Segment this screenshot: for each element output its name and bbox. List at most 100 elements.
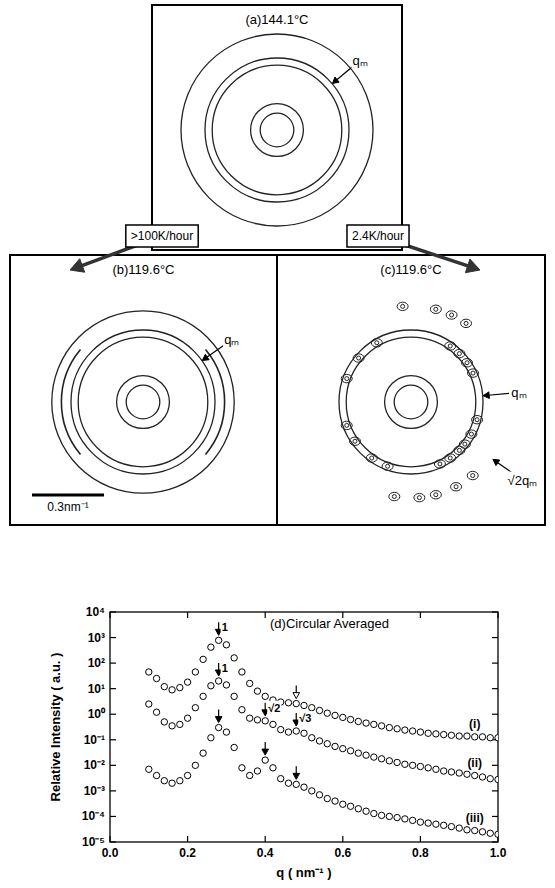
data-point xyxy=(371,810,377,816)
spot-core xyxy=(434,307,438,311)
annotation-arrow xyxy=(202,346,223,361)
spot-core xyxy=(417,496,421,500)
spot xyxy=(454,446,465,454)
spot-contour xyxy=(366,454,377,462)
data-point xyxy=(146,766,152,772)
x-tick xyxy=(342,836,343,842)
x-tick-label: 0.8 xyxy=(412,846,429,860)
peak-arrow xyxy=(293,686,300,699)
data-point xyxy=(386,758,392,764)
data-points xyxy=(146,637,498,837)
data-point xyxy=(355,718,361,724)
data-point xyxy=(208,683,214,689)
y-tick xyxy=(110,739,116,740)
y-tick xyxy=(492,765,498,766)
x-axis-title: q ( nm⁻¹ ) xyxy=(276,865,331,880)
data-point xyxy=(200,656,206,662)
spot xyxy=(461,319,472,327)
data-point xyxy=(479,774,485,780)
spot xyxy=(397,302,408,310)
x-tick xyxy=(187,836,188,842)
data-point xyxy=(448,769,454,775)
data-point xyxy=(378,723,384,729)
y-tick-label: 10¹ xyxy=(88,682,105,696)
ring xyxy=(339,330,483,474)
x-tick-label: 0.4 xyxy=(257,846,274,860)
spot-contour xyxy=(461,319,472,327)
data-point xyxy=(495,735,498,741)
data-point xyxy=(192,669,198,675)
y-tick xyxy=(110,611,116,612)
spot-contour xyxy=(459,440,470,448)
spot-core xyxy=(471,474,475,478)
data-point xyxy=(409,762,415,768)
data-point xyxy=(425,765,431,771)
data-point xyxy=(472,734,478,740)
x-tick-label: 1.0 xyxy=(490,846,507,860)
spot-contour xyxy=(430,491,441,499)
annotation-label: qₘ xyxy=(511,385,526,400)
peak-arrow-head xyxy=(262,749,269,755)
data-point xyxy=(355,750,361,756)
data-point xyxy=(363,720,369,726)
data-point xyxy=(402,816,408,822)
spot-contour xyxy=(467,471,478,479)
data-point xyxy=(402,761,408,767)
y-tick xyxy=(492,637,498,638)
spot-core xyxy=(401,304,405,308)
spot-core xyxy=(463,442,467,446)
data-point xyxy=(479,734,485,740)
label-patch xyxy=(507,472,539,489)
spot-contour xyxy=(349,437,360,445)
data-point xyxy=(278,775,284,781)
spot xyxy=(466,430,477,438)
data-point xyxy=(440,768,446,774)
spot-contour xyxy=(341,374,352,382)
data-point xyxy=(254,768,260,774)
label-patch xyxy=(468,716,481,732)
data-point xyxy=(231,693,237,699)
data-point xyxy=(340,801,346,807)
scale-bar-label: 0.3nm⁻¹ xyxy=(47,500,88,514)
x-tick xyxy=(265,612,266,618)
data-point xyxy=(223,682,229,688)
data-point xyxy=(332,712,338,718)
spot xyxy=(389,492,400,500)
data-point xyxy=(425,730,431,736)
label-patch xyxy=(221,620,229,634)
series-label: (iii) xyxy=(466,811,484,825)
y-tick-label: 10⁻¹ xyxy=(84,733,105,747)
spot-core xyxy=(345,423,349,427)
spot-contour xyxy=(466,430,477,438)
annotation-arrow-head xyxy=(483,392,489,399)
y-tick xyxy=(110,790,116,791)
x-tick xyxy=(497,612,498,618)
data-point xyxy=(394,759,400,765)
data-point xyxy=(153,709,159,715)
y-tick-label: 10⁻⁵ xyxy=(82,835,105,849)
data-point xyxy=(316,792,322,798)
spot-contour xyxy=(446,311,457,319)
label-patch xyxy=(221,661,229,675)
data-point xyxy=(215,678,221,684)
data-point xyxy=(363,752,369,758)
x-tick xyxy=(187,612,188,618)
data-point xyxy=(394,726,400,732)
data-point xyxy=(448,823,454,829)
data-point xyxy=(153,675,159,681)
data-point xyxy=(324,741,330,747)
panel-title: (b)119.6°C xyxy=(112,262,174,277)
data-point xyxy=(200,693,206,699)
data-point xyxy=(262,757,268,763)
spot-contour xyxy=(414,493,425,501)
data-point xyxy=(301,730,307,736)
spot-core xyxy=(465,361,469,365)
annotation-arrow-head xyxy=(332,77,339,83)
data-point xyxy=(309,735,315,741)
spot xyxy=(353,354,364,362)
x-tick-label: 0.6 xyxy=(334,846,351,860)
ring xyxy=(52,311,234,493)
spot-contour xyxy=(371,339,382,347)
data-point xyxy=(184,772,190,778)
transition-arrow-head xyxy=(465,259,480,273)
